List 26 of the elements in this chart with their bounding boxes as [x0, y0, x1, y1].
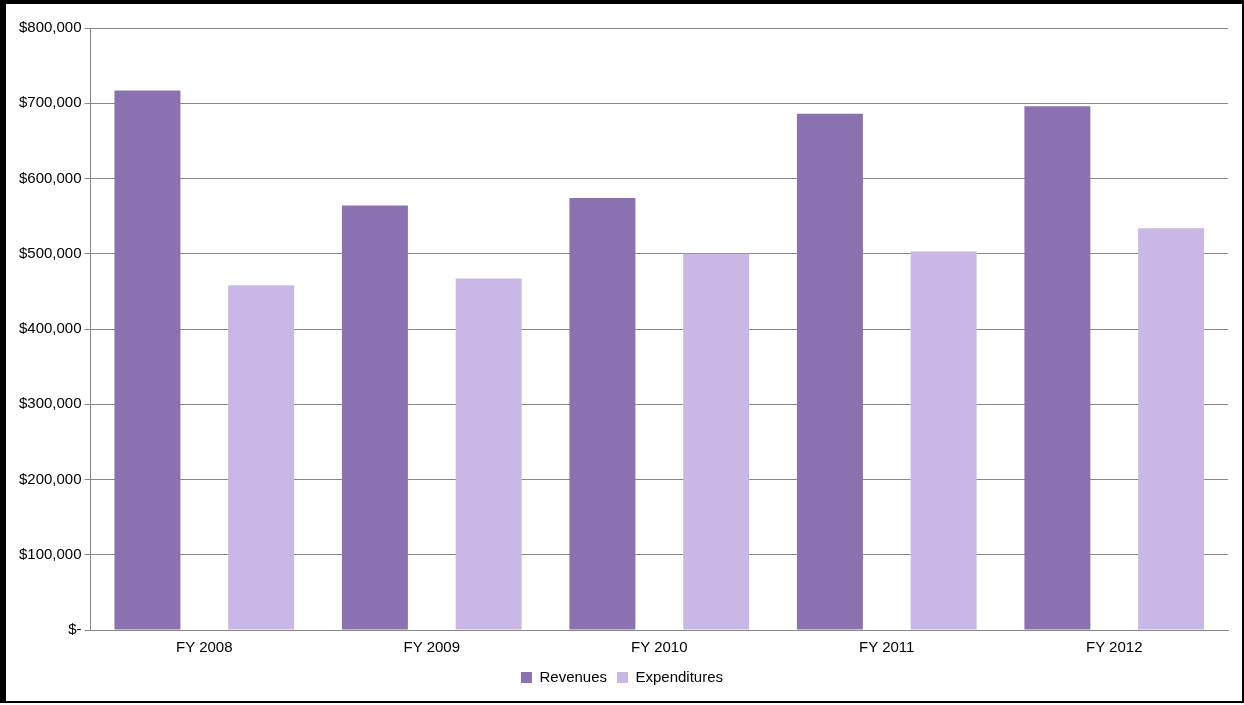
y-tick-label: $400,000	[18, 319, 82, 337]
bar	[796, 113, 863, 630]
bar	[1024, 106, 1091, 630]
bar	[1138, 228, 1205, 630]
bar	[114, 90, 181, 630]
y-tick-label: $800,000	[18, 18, 82, 36]
bar	[683, 253, 750, 630]
x-tick-label: FY 2010	[631, 638, 688, 656]
y-tick-label: $300,000	[18, 394, 82, 412]
bar	[455, 278, 522, 630]
legend-label: Revenues	[539, 667, 607, 685]
y-tick-label: $700,000	[18, 93, 82, 111]
y-tick-label: $-	[68, 620, 82, 638]
y-tick-label: $100,000	[18, 544, 82, 562]
x-tick-label: FY 2012	[1086, 638, 1143, 656]
x-tick-label: FY 2009	[403, 638, 461, 656]
bar	[341, 205, 408, 630]
legend-label: Expenditures	[635, 667, 724, 685]
y-tick-label: $200,000	[18, 469, 82, 487]
bar	[910, 251, 977, 630]
bar	[569, 198, 636, 630]
y-tick-label: $600,000	[18, 168, 82, 186]
bar	[228, 285, 295, 630]
x-tick-label: FY 2008	[176, 638, 233, 656]
x-tick-label: FY 2011	[859, 638, 915, 656]
y-tick-label: $500,000	[18, 243, 82, 261]
